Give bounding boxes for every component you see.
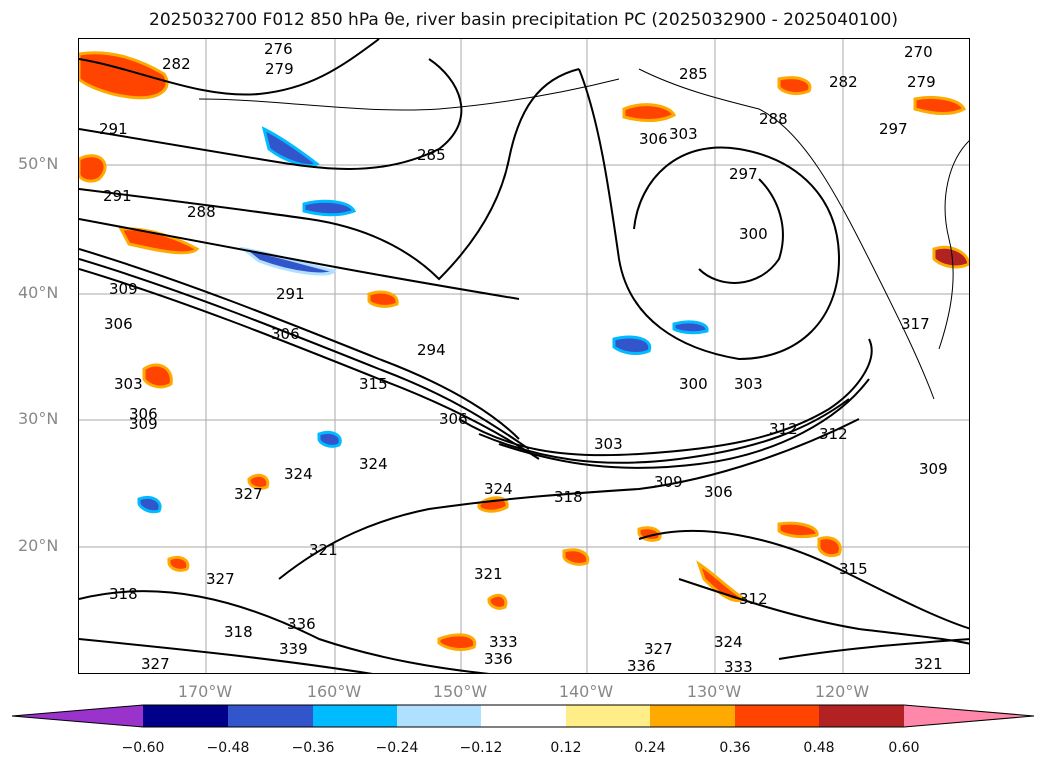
contour-label: 297 (879, 120, 908, 138)
contour-label: 336 (627, 657, 656, 674)
precip-shading (79, 51, 969, 651)
contour-labels: 276 279 282 282 279 270 291 291 288 285 … (99, 40, 948, 674)
colorbar-tick: −0.48 (206, 740, 250, 756)
lat-label-50n: 50°N (18, 154, 59, 173)
contour-label: 300 (739, 225, 768, 243)
contour-label: 285 (679, 65, 708, 83)
contour-label: 324 (359, 455, 388, 473)
colorbar-tick: −0.24 (375, 740, 419, 756)
colorbar-swatch (143, 705, 228, 727)
colorbar-swatch (566, 705, 650, 727)
contour-label: 309 (654, 473, 683, 491)
contour-label: 288 (187, 203, 216, 221)
colorbar-tick: 0.48 (803, 740, 835, 756)
contour-label: 306 (129, 405, 158, 423)
contour-label: 312 (739, 590, 768, 608)
contour-label: 276 (264, 40, 293, 58)
contour-label: 321 (474, 565, 503, 583)
contour-label: 270 (904, 43, 933, 61)
colorbar-swatch (735, 705, 819, 727)
contour-label: 306 (639, 130, 668, 148)
colorbar-tick: −0.36 (291, 740, 335, 756)
contour-label: 327 (141, 655, 170, 673)
colorbar (11, 704, 1035, 728)
contour-label: 315 (839, 560, 868, 578)
colorbar-swatch (228, 705, 313, 727)
colorbar-swatch (481, 705, 566, 727)
contour-label: 282 (162, 55, 191, 73)
contour-label: 324 (484, 480, 513, 498)
contour-label: 306 (271, 325, 300, 343)
contour-label: 291 (99, 120, 128, 138)
contour-label: 318 (554, 488, 583, 506)
contour-label: 321 (914, 655, 943, 673)
contour-label: 306 (704, 483, 733, 501)
contour-label: 303 (734, 375, 763, 393)
map-panel: 276 279 282 282 279 270 291 291 288 285 … (78, 38, 970, 674)
theta-e-contours (79, 39, 969, 673)
contour-label: 309 (919, 460, 948, 478)
contour-label: 279 (265, 60, 294, 78)
colorbar-swatch (313, 705, 397, 727)
colorbar-tick: 0.60 (888, 740, 920, 756)
colorbar-under-arrow (12, 705, 143, 727)
lon-label-130w: 130°W (686, 682, 742, 701)
lat-label-30n: 30°N (18, 409, 59, 428)
contour-label: 327 (234, 485, 263, 503)
contour-label: 291 (276, 285, 305, 303)
contour-label: 291 (103, 187, 132, 205)
lon-label-140w: 140°W (558, 682, 614, 701)
contour-label: 309 (109, 280, 138, 298)
lon-label-160w: 160°W (306, 682, 362, 701)
contour-label: 282 (829, 73, 858, 91)
contour-label: 312 (819, 425, 848, 443)
colorbar-swatch (819, 705, 904, 727)
contour-label: 327 (206, 570, 235, 588)
contour-label: 306 (104, 315, 133, 333)
contour-label: 327 (644, 640, 673, 658)
contour-label: 336 (484, 650, 513, 668)
map-canvas: 276 279 282 282 279 270 291 291 288 285 … (79, 39, 969, 674)
contour-label: 294 (417, 341, 446, 359)
colorbar-tick: 0.12 (550, 740, 582, 756)
contour-label: 339 (279, 640, 308, 658)
contour-label: 324 (714, 633, 743, 651)
contour-label: 288 (759, 110, 788, 128)
lon-label-120w: 120°W (814, 682, 870, 701)
colorbar-swatch (650, 705, 735, 727)
contour-label: 336 (287, 615, 316, 633)
colorbar-tick: −0.12 (459, 740, 503, 756)
contour-label: 285 (417, 146, 446, 164)
colorbar-tick: 0.36 (719, 740, 751, 756)
lon-label-170w: 170°W (177, 682, 233, 701)
contour-label: 309 (129, 415, 158, 433)
colorbar-over-arrow (904, 705, 1034, 727)
colorbar-tick: −0.60 (121, 740, 165, 756)
contour-label: 279 (907, 73, 936, 91)
contour-label: 312 (769, 420, 798, 438)
contour-label: 300 (679, 375, 708, 393)
colorbar-swatch (397, 705, 481, 727)
contour-label: 303 (669, 125, 698, 143)
contour-label: 318 (109, 585, 138, 603)
map-title: 2025032700 F012 850 hPa θe, river basin … (149, 10, 898, 30)
lon-label-150w: 150°W (432, 682, 488, 701)
lat-label-20n: 20°N (18, 536, 59, 555)
contour-label: 317 (901, 315, 930, 333)
contour-label: 333 (724, 658, 753, 674)
contour-label: 306 (439, 410, 468, 428)
contour-label: 303 (594, 435, 623, 453)
contour-label: 303 (114, 375, 143, 393)
contour-label: 318 (224, 623, 253, 641)
contour-label: 297 (729, 165, 758, 183)
contour-label: 315 (359, 375, 388, 393)
colorbar-tick: 0.24 (634, 740, 666, 756)
contour-label: 324 (284, 465, 313, 483)
contour-label: 321 (309, 541, 338, 559)
lat-label-40n: 40°N (18, 283, 59, 302)
coastlines (198, 68, 969, 400)
contour-label: 333 (489, 633, 518, 651)
